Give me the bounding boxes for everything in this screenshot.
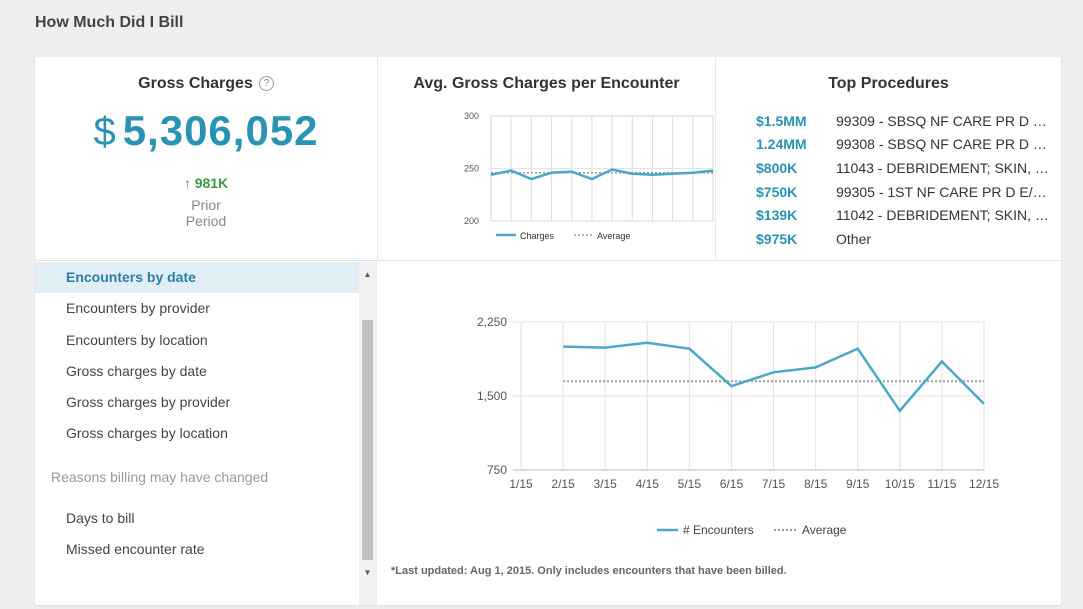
sidebar-item-encounters-by-date[interactable]: Encounters by date [35,262,360,294]
page-title: How Much Did I Bill [35,14,184,31]
procedure-desc: 11043 - DEBRIDEMENT; SKIN, S... [836,159,1051,176]
legend-charges-label: Charges [520,231,555,241]
procedure-desc: 11042 - DEBRIDEMENT; SKIN, &... [836,207,1051,224]
prior-period-label: Prior Period [35,197,377,229]
help-icon[interactable]: ? [258,76,274,91]
procedure-row[interactable]: $139K 11042 - DEBRIDEMENT; SKIN, &... [756,203,1056,227]
procedure-amount: $975K [756,230,798,247]
sidebar-item-encounters-by-location[interactable]: Encounters by location [66,331,208,348]
encounters-chart-legend: # Encounters Average [657,523,847,537]
procedure-desc: 99309 - SBSQ NF CARE PR D E/... [836,112,1051,129]
procedure-row[interactable]: $750K 99305 - 1ST NF CARE PR D E/M ... [756,180,1056,204]
sidebar-scrollbar[interactable]: ▲ ▼ [359,262,376,605]
gross-charges-amount: 5,306,052 [122,107,319,154]
scroll-down-icon[interactable]: ▼ [363,568,372,577]
main-x-tick-label: 2/15 [551,477,575,491]
avg-y-tick-label: 200 [464,216,479,226]
sidebar-item-gross-charges-by-date[interactable]: Gross charges by date [66,362,207,379]
main-x-tick-label: 12/15 [969,477,999,491]
main-y-tick-label: 1,500 [477,389,507,403]
procedure-amount: $750K [756,183,798,200]
procedure-amount: $800K [756,159,798,176]
procedure-row[interactable]: $800K 11043 - DEBRIDEMENT; SKIN, S... [756,156,1056,180]
delta-value: ↑ 981K [35,175,377,191]
encounters-chart-x-axis: 1/15 2/15 3/15 4/15 5/15 6/15 7/15 8/15 9/15 10/1… [509,477,999,491]
sidebar-item-days-to-bill[interactable]: Days to bill [66,509,135,526]
sidebar-item-gross-charges-by-provider[interactable]: Gross charges by provider [66,394,231,411]
main-x-tick-label: 4/15 [636,477,660,491]
gross-charges-title: Gross Charges? [35,75,377,93]
legend-average-label: Average [802,523,847,537]
procedure-amount: $1.5MM [756,112,807,129]
avg-y-tick-label: 250 [464,164,479,174]
legend-average-label: Average [597,231,630,241]
avg-charges-title: Avg. Gross Charges per Encounter [413,75,680,92]
top-procedures-title: Top Procedures [828,75,949,92]
procedure-row[interactable]: $975K Other [756,227,1056,251]
avg-charges-panel: Avg. Gross Charges per Encounter 200 250 3… [378,57,716,261]
procedure-amount: $139K [756,207,798,224]
avg-chart-legend: Charges Average [496,231,630,241]
sidebar-item-encounters-by-provider[interactable]: Encounters by provider [66,300,210,317]
encounters-series-line [563,341,985,413]
procedure-desc: 99305 - 1ST NF CARE PR D E/M ... [836,183,1051,200]
sidebar-section-title: Reasons billing may have changed [51,468,269,485]
procedure-desc: 99308 - SBSQ NF CARE PR D E/... [836,136,1051,153]
main-x-tick-label: 1/15 [509,477,533,491]
summary-row: Gross Charges? $5,306,052 ↑ 981K Prior P… [35,57,1061,261]
main-y-tick-label: 750 [487,463,507,477]
last-updated-note: *Last updated: Aug 1, 2015. Only include… [391,565,787,577]
main-x-tick-label: 7/15 [762,477,786,491]
legend-encounters-label: # Encounters [683,523,754,537]
avg-y-tick-label: 300 [464,111,479,121]
procedure-list: $1.5MM 99309 - SBSQ NF CARE PR D E/... 1… [756,109,1056,251]
procedure-row[interactable]: $1.5MM 99309 - SBSQ NF CARE PR D E/... [756,109,1056,133]
report-sidebar: Encounters by date Encounters by provide… [35,262,377,605]
arrow-up-icon: ↑ [183,175,191,191]
encounters-chart-panel: 750 1,500 2,250 1/15 2/15 3/15 4/15 5/15 6/15 7/… [378,262,1061,605]
scrollbar-thumb[interactable] [362,320,373,560]
main-x-tick-label: 8/15 [804,477,828,491]
encounters-chart-y-axis: 750 1,500 2,250 [477,315,507,477]
sidebar-item-gross-charges-by-location[interactable]: Gross charges by location [66,425,228,442]
scroll-up-icon[interactable]: ▲ [363,270,372,279]
encounters-chart-grid [513,321,985,471]
main-x-tick-label: 9/15 [846,477,870,491]
avg-chart-y-axis: 200 250 300 [464,111,479,226]
main-x-tick-label: 3/15 [594,477,618,491]
top-procedures-panel: Top Procedures $1.5MM 99309 - SBSQ NF CA… [716,57,1061,261]
gross-charges-value: $5,306,052 [35,107,377,155]
main-x-tick-label: 5/15 [678,477,702,491]
procedure-row[interactable]: 1.24MM 99308 - SBSQ NF CARE PR D E/... [756,133,1056,157]
currency-symbol: $ [93,110,117,154]
encounters-chart: 750 1,500 2,250 1/15 2/15 3/15 4/15 5/15 6/15 7/… [477,315,999,537]
gross-charges-panel: Gross Charges? $5,306,052 ↑ 981K Prior P… [35,57,378,261]
avg-chart-charges-line [490,168,714,181]
avg-chart-grid [490,115,714,222]
procedure-amount: 1.24MM [756,136,807,153]
main-x-tick-label: 10/15 [885,477,915,491]
procedure-desc: Other [836,230,872,247]
delta-amount: 981K [194,175,229,191]
main-x-tick-label: 11/15 [927,477,956,491]
prior-label-line1: Prior [191,197,221,213]
dashboard-card: Gross Charges? $5,306,052 ↑ 981K Prior P… [35,57,1061,605]
avg-charges-chart: 200 250 300 Charges Average [464,111,714,241]
sidebar-item-missed-encounter-rate[interactable]: Missed encounter rate [66,541,205,558]
main-x-tick-label: 6/15 [720,477,744,491]
prior-label-line2: Period [185,213,227,229]
gross-charges-label: Gross Charges [138,75,253,92]
main-y-tick-label: 2,250 [477,315,507,329]
